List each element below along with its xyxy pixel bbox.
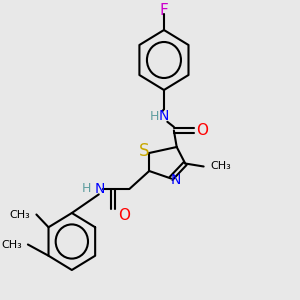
- Text: N: N: [171, 173, 181, 187]
- Text: N: N: [94, 182, 104, 196]
- Text: S: S: [139, 142, 149, 160]
- Text: H: H: [149, 110, 159, 123]
- Text: O: O: [196, 123, 208, 138]
- Text: CH₃: CH₃: [1, 239, 22, 250]
- Text: N: N: [159, 110, 169, 123]
- Text: F: F: [160, 3, 168, 18]
- Text: H: H: [82, 182, 92, 196]
- Text: CH₃: CH₃: [9, 209, 30, 220]
- Text: CH₃: CH₃: [211, 160, 232, 171]
- Text: O: O: [118, 208, 130, 224]
